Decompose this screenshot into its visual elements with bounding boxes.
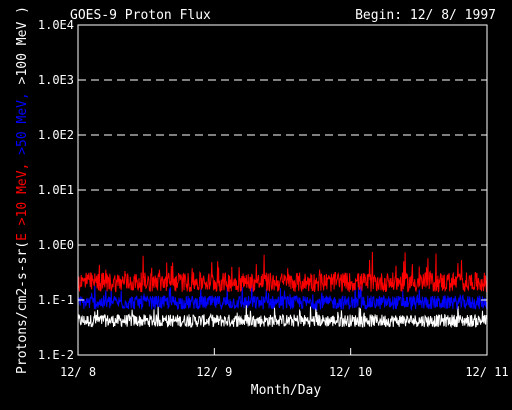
y-tick-label: 1.0E4 <box>38 18 74 32</box>
y-tick-label: 1.0E3 <box>38 73 74 87</box>
y-tick-label: 1.0E2 <box>38 128 74 142</box>
series-group <box>77 251 488 329</box>
y-axis-label-part: Protons/cm2-s-sr( <box>15 241 30 374</box>
y-tick-label: 1.E-2 <box>38 348 74 362</box>
x-tick-label: 12/ 10 <box>329 365 372 379</box>
begin-date-label: Begin: 12/ 8/ 1997 <box>355 8 496 23</box>
y-axis-label-part: >100 MeV ) <box>15 6 30 84</box>
x-tick-label: 12/ 9 <box>196 365 232 379</box>
grid-lines <box>78 79 487 246</box>
series-line <box>77 251 488 293</box>
y-axis-label: Protons/cm2-s-sr(E >10 MeV, >50 MeV, >10… <box>15 6 30 374</box>
series-line <box>77 285 488 312</box>
x-tick-label: 12/ 11 <box>465 365 508 379</box>
chart-title: GOES-9 Proton Flux <box>70 8 211 23</box>
x-tick-label: 12/ 8 <box>60 365 96 379</box>
y-axis-label-part: E >10 MeV, <box>15 155 30 241</box>
series-line <box>77 305 488 329</box>
y-tick-label: 1.E-1 <box>38 293 74 307</box>
x-axis-label: Month/Day <box>251 383 322 398</box>
y-tick-label: 1.0E0 <box>38 238 74 252</box>
y-axis: 1.E-2 1.E-1 1.0E0 1.0E1 1.0E2 1.0E3 1.0E4 <box>38 18 487 362</box>
x-axis: 12/ 8 12/ 9 12/ 10 12/ 11 <box>60 348 509 379</box>
y-tick-label: 1.0E1 <box>38 183 74 197</box>
y-axis-label-part: >50 MeV, <box>15 84 30 154</box>
